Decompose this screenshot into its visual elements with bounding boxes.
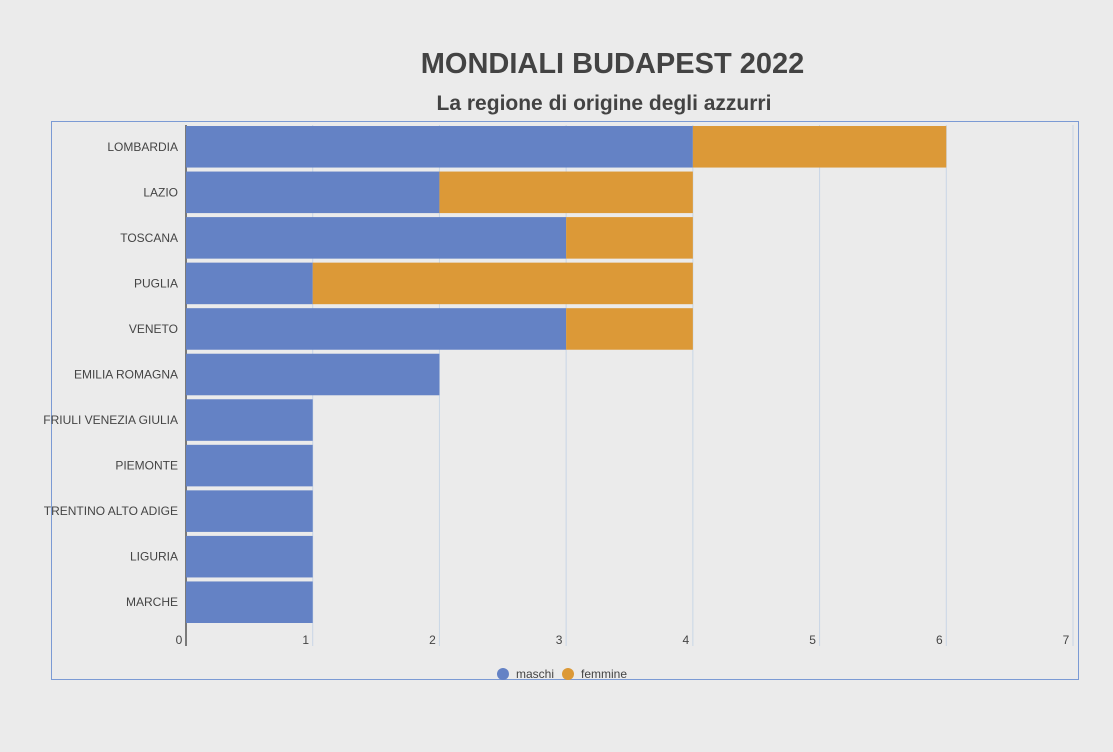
category-label: LIGURIA [130, 550, 178, 564]
legend-swatch-femmine [562, 668, 574, 680]
bar-maschi-friuli-venezia-giulia [186, 399, 313, 441]
bar-maschi-lazio [186, 171, 440, 214]
x-tick-label: 0 [176, 633, 183, 647]
category-label: TOSCANA [120, 231, 178, 245]
category-label: PUGLIA [134, 276, 178, 290]
category-label: EMILIA ROMAGNA [74, 368, 178, 382]
x-tick-label: 3 [556, 633, 563, 647]
bar-femmine-veneto [566, 308, 693, 350]
category-label: FRIULI VENEZIA GIULIA [43, 413, 178, 427]
bar-femmine-lombardia [692, 126, 947, 168]
x-tick-label: 2 [429, 633, 436, 647]
category-label: TRENTINO ALTO ADIGE [44, 504, 178, 518]
x-tick-label: 7 [1063, 633, 1070, 647]
category-label: LOMBARDIA [107, 140, 178, 154]
x-tick-label: 1 [302, 633, 309, 647]
legend-swatch-maschi [497, 668, 509, 680]
bar-femmine-toscana [566, 217, 693, 259]
x-tick-label: 6 [936, 633, 943, 647]
x-tick-label: 5 [809, 633, 816, 647]
category-label: PIEMONTE [115, 459, 178, 473]
bar-maschi-puglia [186, 262, 313, 305]
legend-label-maschi: maschi [516, 667, 554, 681]
bar-femmine-puglia [312, 262, 693, 305]
bar-maschi-liguria [186, 535, 313, 578]
category-label: VENETO [129, 322, 178, 336]
category-label: LAZIO [143, 185, 178, 199]
x-tick-label: 4 [683, 633, 690, 647]
bar-femmine-lazio [439, 171, 693, 214]
bar-maschi-emilia-romagna [186, 353, 440, 396]
legend-label-femmine: femmine [581, 667, 627, 681]
chart-subtitle: La regione di origine degli azzurri [436, 92, 772, 115]
bar-maschi-veneto [186, 308, 567, 350]
bar-maschi-lombardia [186, 126, 693, 168]
bar-maschi-toscana [186, 217, 567, 259]
chart-title: MONDIALI BUDAPEST 2022 [420, 48, 805, 80]
category-label: MARCHE [126, 595, 178, 609]
chart-frame [51, 121, 1079, 680]
bar-maschi-marche [186, 581, 313, 623]
bar-maschi-piemonte [186, 444, 313, 487]
bar-maschi-trentino-alto-adige [186, 490, 313, 532]
